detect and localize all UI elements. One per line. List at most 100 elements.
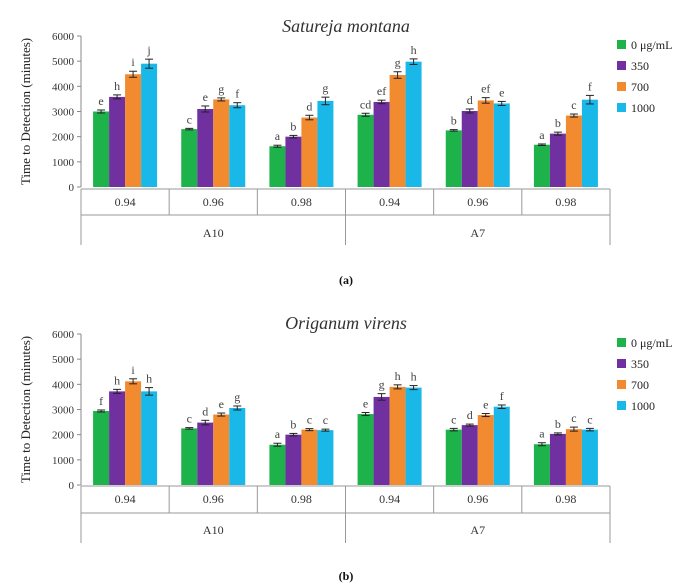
bar — [461, 110, 478, 187]
significance-letter: i — [131, 55, 135, 69]
y-tick-label: 0 — [69, 480, 75, 492]
significance-letter: b — [290, 119, 296, 133]
bar — [141, 63, 158, 187]
significance-letter: b — [555, 116, 561, 130]
legend-label: 1000 — [631, 101, 655, 115]
significance-letter: c — [587, 412, 592, 426]
significance-letter: e — [363, 397, 368, 411]
x-category-label: 0.96 — [203, 195, 224, 209]
legend-label: 700 — [631, 80, 649, 94]
significance-letter: d — [306, 99, 312, 113]
bar — [285, 136, 302, 187]
bar — [125, 381, 142, 485]
significance-letter: c — [187, 412, 192, 426]
bar — [285, 434, 302, 485]
bar — [125, 74, 142, 187]
x-group-label: A7 — [470, 226, 485, 240]
y-tick-label: 1000 — [52, 455, 75, 467]
significance-letter: f — [235, 87, 239, 101]
bar — [357, 114, 374, 187]
significance-letter: e — [499, 85, 504, 99]
bar — [477, 100, 494, 187]
bar — [549, 433, 566, 485]
legend-label: 700 — [631, 378, 649, 392]
bar — [181, 428, 198, 485]
y-tick-label: 2000 — [52, 430, 75, 442]
significance-letter: f — [99, 394, 103, 408]
significance-letter: g — [322, 81, 328, 95]
significance-letter: h — [411, 43, 417, 57]
bar — [229, 407, 246, 485]
significance-letter: g — [395, 56, 401, 70]
significance-letter: h — [411, 370, 417, 384]
x-category-label: 0.96 — [467, 195, 488, 209]
chart-title: Origanum virens — [285, 313, 407, 333]
significance-letter: c — [571, 98, 576, 112]
significance-letter: g — [218, 82, 224, 96]
bar — [461, 425, 478, 485]
significance-letter: b — [290, 417, 296, 431]
bar — [301, 429, 318, 485]
legend-swatch — [617, 401, 626, 410]
significance-letter: d — [202, 404, 208, 418]
bar — [445, 429, 462, 485]
bar — [493, 103, 510, 187]
bar — [317, 430, 334, 485]
legend-swatch — [617, 103, 626, 112]
significance-letter: a — [539, 427, 545, 441]
x-category-label: 0.98 — [291, 195, 312, 209]
significance-letter: e — [483, 398, 488, 412]
bar — [301, 117, 318, 187]
legend-swatch — [617, 338, 626, 347]
y-axis-label: Time to Detection (minutes) — [18, 336, 33, 483]
x-category-label: 0.98 — [291, 492, 312, 506]
significance-letter: h — [146, 372, 152, 386]
legend-label: 1000 — [631, 399, 655, 413]
significance-letter: a — [539, 128, 545, 142]
bar — [181, 129, 198, 187]
significance-letter: ef — [481, 82, 490, 96]
chart-panel-b: 0 1000 2000 3000 4000 5000 6000 Time to Detecti… — [18, 313, 672, 583]
chart-panel-a: 0 1000 2000 3000 4000 5000 6000 Time to Detecti… — [18, 16, 672, 287]
bar — [93, 411, 110, 485]
legend-label: 0 μg/mL — [631, 336, 672, 350]
significance-letter: e — [219, 397, 224, 411]
bar — [405, 61, 422, 187]
bar — [213, 414, 230, 485]
significance-letter: c — [451, 412, 456, 426]
bar — [581, 99, 598, 187]
bar — [373, 396, 390, 485]
y-tick-label: 5000 — [52, 354, 75, 366]
significance-letter: a — [275, 129, 281, 143]
x-category-label: 0.98 — [555, 195, 576, 209]
bar — [213, 99, 230, 187]
panel-label: (a) — [339, 273, 353, 287]
bar — [109, 391, 126, 485]
bar — [477, 415, 494, 485]
legend-label: 0 μg/mL — [631, 38, 672, 52]
x-category-label: 0.98 — [555, 492, 576, 506]
bar — [317, 100, 334, 187]
y-tick-label: 0 — [69, 182, 75, 194]
legend-label: 350 — [631, 59, 649, 73]
bar — [269, 444, 286, 485]
y-tick-label: 4000 — [52, 379, 75, 391]
y-tick-label: 5000 — [52, 56, 75, 68]
y-tick-label: 6000 — [52, 329, 75, 341]
bar — [269, 146, 286, 187]
bar — [445, 130, 462, 187]
significance-letter: h — [114, 79, 120, 93]
bar — [533, 444, 550, 485]
legend-swatch — [617, 380, 626, 389]
x-group-label: A7 — [470, 523, 485, 537]
y-tick-label: 3000 — [52, 107, 75, 119]
significance-letter: e — [98, 94, 103, 108]
significance-letter: b — [451, 114, 457, 128]
x-category-label: 0.96 — [203, 492, 224, 506]
bar — [565, 115, 582, 187]
x-group-label: A10 — [203, 226, 224, 240]
legend-swatch — [617, 61, 626, 70]
bar — [197, 108, 214, 187]
y-tick-label: 6000 — [52, 31, 75, 43]
